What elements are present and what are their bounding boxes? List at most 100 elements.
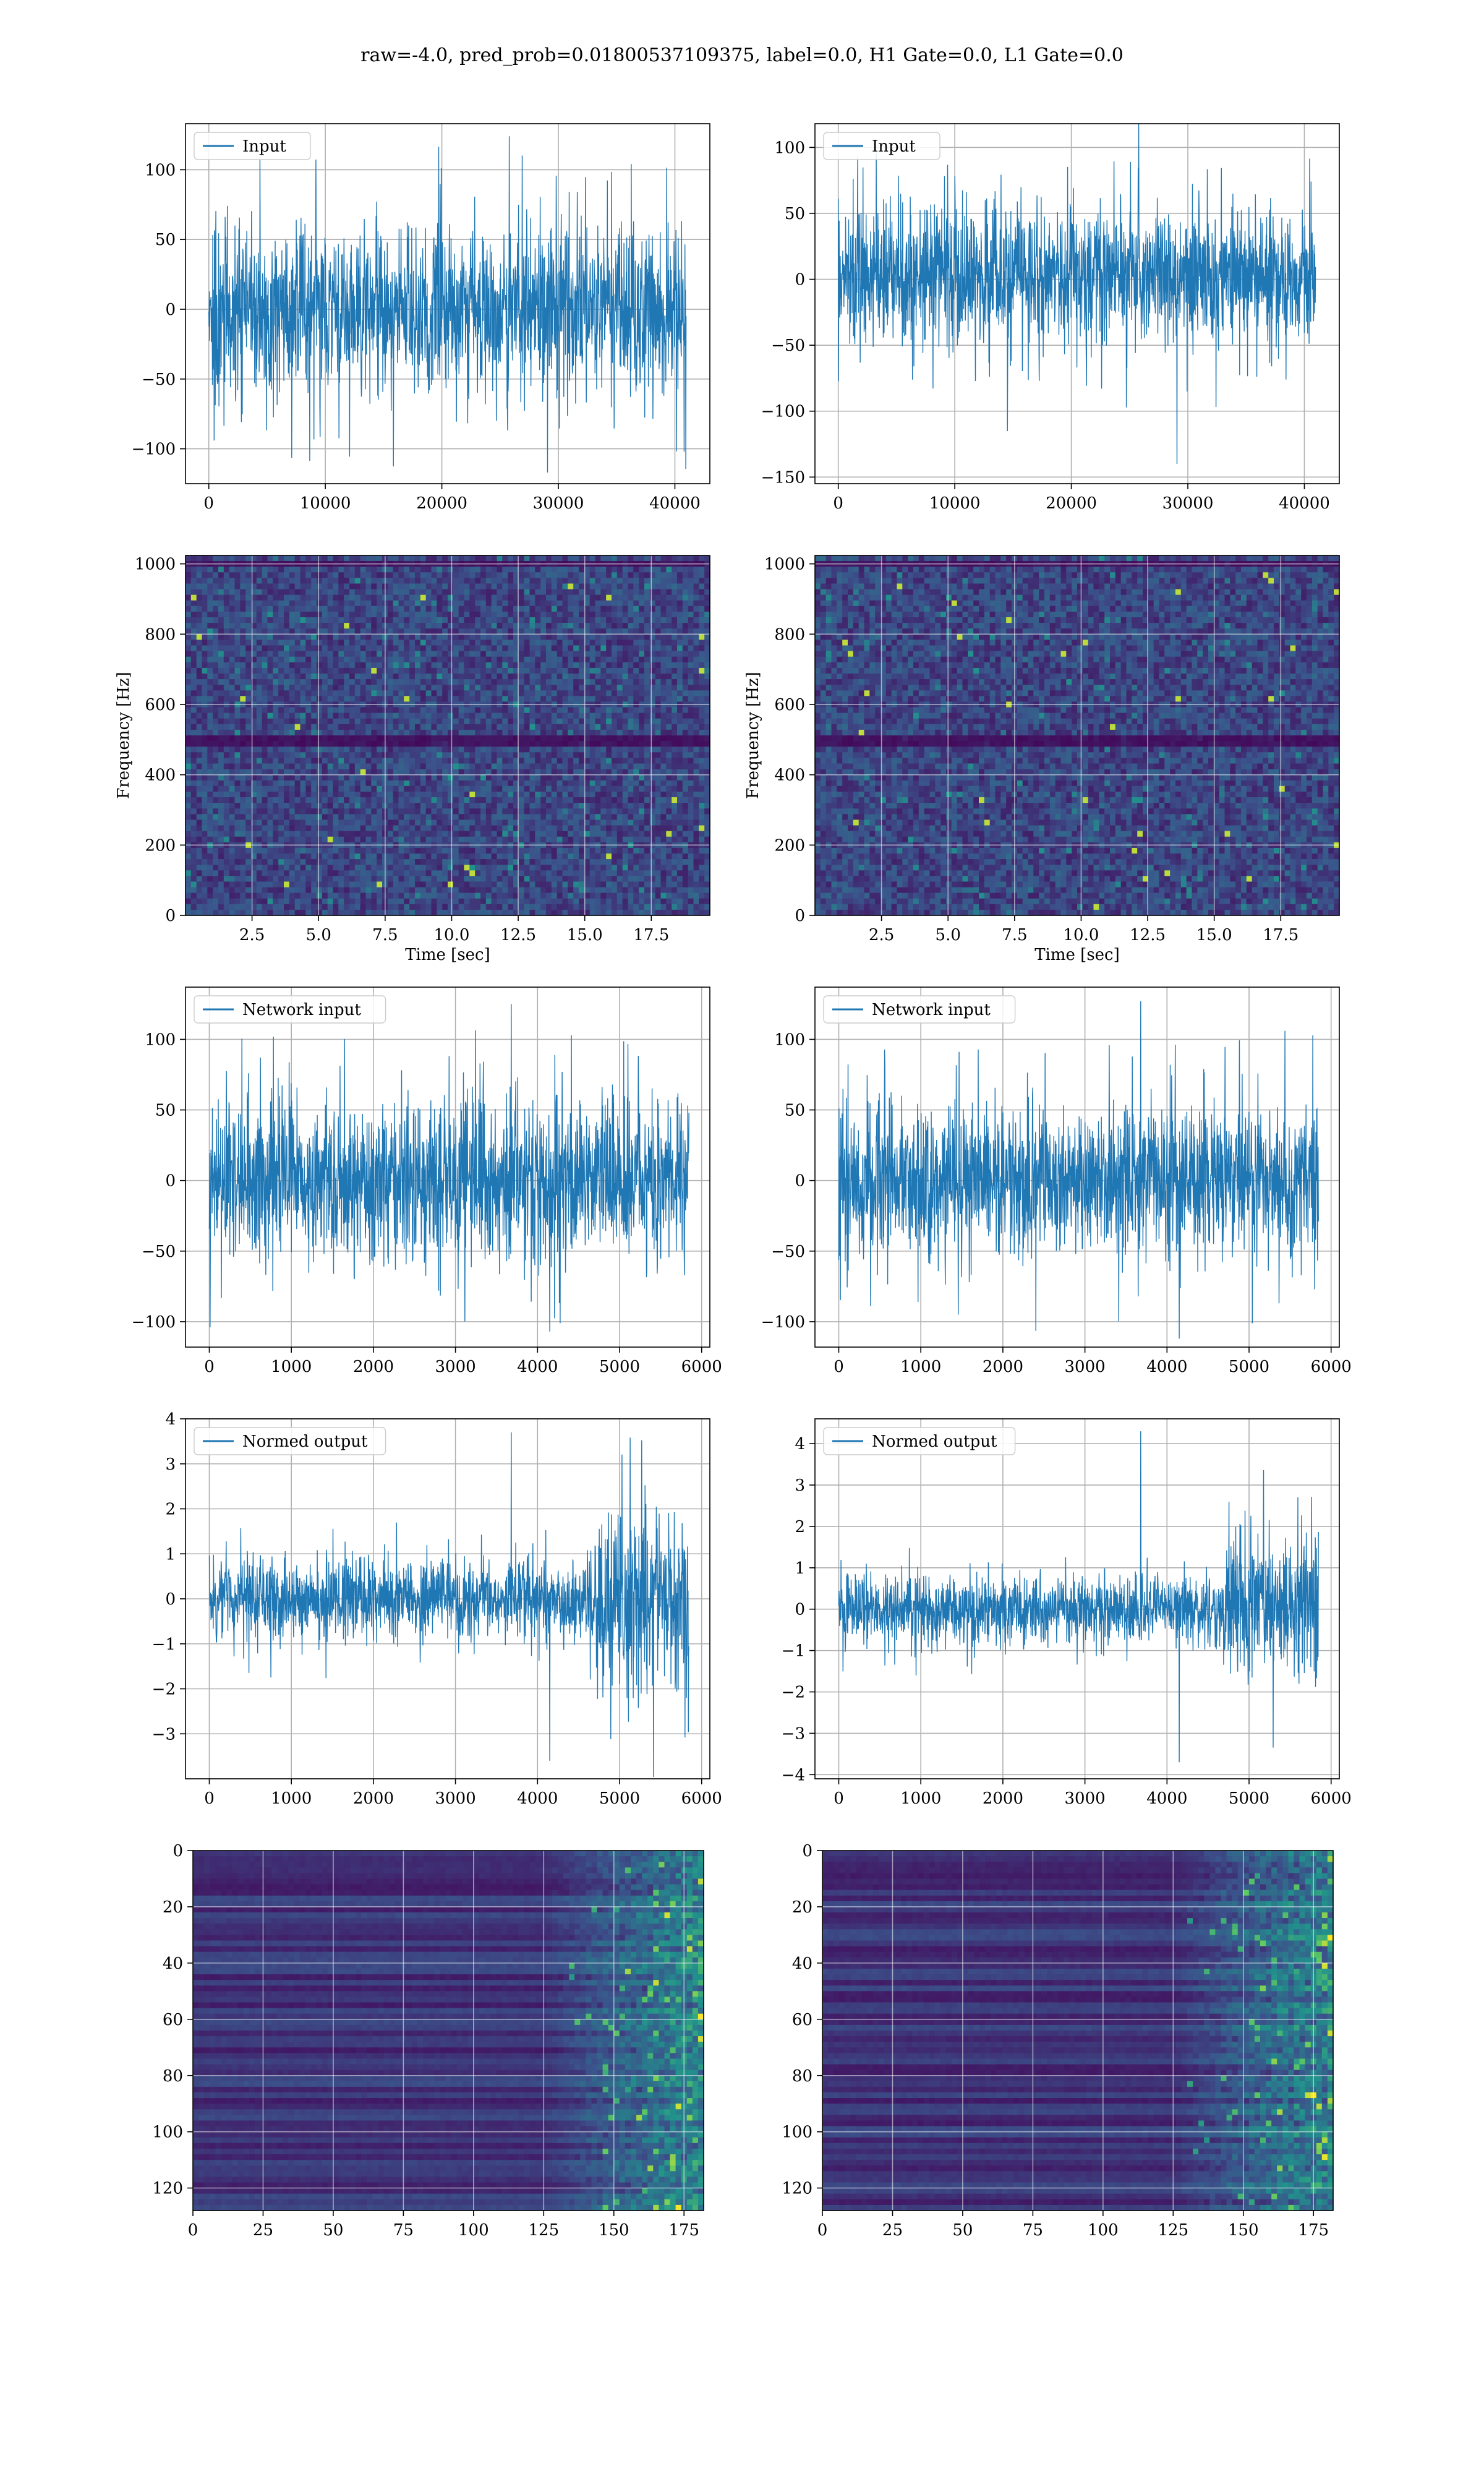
heatmap-cell [223,780,230,787]
heatmap-cell [562,656,568,663]
heatmap-cell [699,785,705,792]
heatmap-cell [513,836,519,843]
heatmap-cell [682,774,689,781]
heatmap-cell [508,797,514,803]
heatmap-cell [568,780,574,787]
heatmap-cell [682,583,689,590]
heatmap-cell [338,780,344,787]
heatmap-cell [262,820,268,826]
heatmap-cell [612,718,618,725]
heatmap-cell [278,674,284,680]
heatmap-cell [529,567,535,573]
heatmap-cell [600,611,607,618]
heatmap-cell [469,600,475,607]
heatmap-cell [425,594,432,601]
heatmap-cell [518,769,525,776]
heatmap-cell [202,808,208,815]
heatmap-cell [704,567,710,573]
heatmap-cell [278,583,284,590]
heatmap-cell [518,707,525,714]
heatmap-cell [655,645,662,652]
heatmap-cell [349,707,356,714]
heatmap-cell [425,791,432,798]
heatmap-cell [229,808,236,815]
heatmap-cell [464,685,470,691]
heatmap-cell [497,594,503,601]
heatmap-cell [524,623,531,629]
heatmap-cell [655,752,662,758]
heatmap-cell [196,785,203,792]
heatmap-cell [415,611,421,618]
heatmap-cell [612,808,618,815]
heatmap-cell [223,836,230,843]
heatmap-cell [354,797,361,803]
heatmap-cell [497,724,503,730]
heatmap-cell [240,617,246,623]
heatmap-cell [409,707,416,714]
heatmap-cell [360,791,367,798]
heatmap-cell [251,606,257,612]
heatmap-cell [365,640,372,646]
heatmap-cell [600,820,607,826]
heatmap-cell [420,583,427,590]
heatmap-cell [267,797,273,803]
heatmap-cell [213,651,219,657]
heatmap-cell [393,667,399,674]
heatmap-cell [589,769,596,776]
heatmap-cell [371,583,377,590]
heatmap-cell [365,567,372,573]
heatmap-cell [453,791,459,798]
heatmap-cell [234,735,241,742]
heatmap-cell [464,679,470,685]
heatmap-cell [579,791,585,798]
heatmap-cell [524,555,531,562]
heatmap-cell [437,640,443,646]
heatmap-cell [327,735,334,742]
heatmap-cell [262,679,268,685]
heatmap-cell [616,735,623,742]
heatmap-cell [317,555,323,562]
heatmap-cell [704,758,710,764]
heatmap-cell [616,718,623,725]
heatmap-cell [584,617,591,623]
heatmap-cell [360,667,367,674]
heatmap-cell [677,820,683,826]
heatmap-cell [393,555,399,562]
heatmap-cell [354,555,361,562]
heatmap-cell [693,611,699,618]
heatmap-cell [425,679,432,685]
heatmap-cell [600,567,607,573]
heatmap-cell [354,589,361,596]
heatmap-cell [404,651,410,657]
heatmap-cell [458,583,465,590]
heatmap-cell [267,774,273,781]
heatmap-cell [267,707,273,714]
heatmap-cell [404,758,410,764]
heatmap-cell [518,572,525,578]
heatmap-cell [344,713,350,719]
heatmap-cell [480,589,487,596]
heatmap-cell [186,774,192,781]
heatmap-cell [666,808,672,815]
heatmap-cell [622,769,629,776]
heatmap-cell [218,814,224,820]
heatmap-cell [333,685,339,691]
heatmap-cell [551,713,558,719]
heatmap-cell [207,555,213,562]
heatmap-cell [289,555,296,562]
heatmap-cell [660,572,667,578]
heatmap-cell [190,707,197,714]
heatmap-cell [327,606,334,612]
heatmap-cell [213,735,219,742]
heatmap-cell [529,617,535,623]
heatmap-cell [606,836,612,843]
heatmap-cell [529,690,535,696]
heatmap-cell [469,651,475,657]
heatmap-cell [190,791,197,798]
heatmap-cell [464,831,470,837]
heatmap-cell [677,634,683,640]
heatmap-cell [437,606,443,612]
heatmap-cell [699,606,705,612]
heatmap-cell [672,769,678,776]
heatmap-cell [327,572,334,578]
